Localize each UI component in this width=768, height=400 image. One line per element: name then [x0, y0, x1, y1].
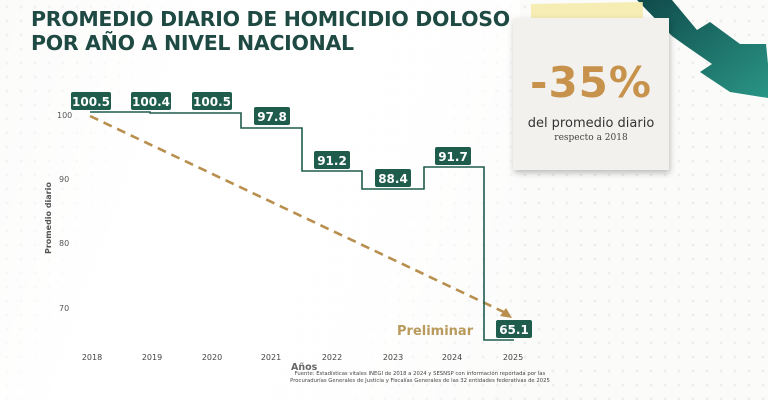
value-label-2024: 91.7: [435, 147, 471, 165]
svg-text:65.1: 65.1: [499, 323, 529, 337]
x-tick-2018: 2018: [82, 353, 102, 362]
y-axis-label: Promedio diario: [44, 182, 53, 254]
value-label-2022: 91.2: [314, 151, 350, 169]
trend-line: [89, 114, 509, 316]
y-tick-80: 80: [59, 239, 69, 248]
trend-arrowhead-icon: [500, 308, 512, 318]
svg-text:91.7: 91.7: [438, 150, 468, 164]
y-tick-100: 100: [57, 111, 72, 120]
x-tick-2024: 2024: [442, 353, 462, 362]
svg-text:88.4: 88.4: [378, 172, 408, 186]
chart-title-line-1: PROMEDIO DIARIO DE HOMICIDIO DOLOSO: [31, 7, 510, 31]
chart-title-line-2: POR AÑO A NIVEL NACIONAL: [31, 31, 354, 55]
x-tick-2020: 2020: [202, 353, 222, 362]
svg-text:100.4: 100.4: [132, 95, 170, 109]
value-label-2025: 65.1: [496, 320, 532, 338]
callout-percentage: -35%: [530, 58, 652, 107]
value-label-2020: 100.5: [192, 92, 232, 110]
y-tick-70: 70: [59, 304, 69, 313]
y-tick-90: 90: [59, 175, 69, 184]
callout-card: [513, 18, 669, 170]
x-tick-2021: 2021: [261, 353, 281, 362]
chart-title: PROMEDIO DIARIO DE HOMICIDIO DOLOSO POR …: [31, 7, 510, 55]
value-label-2019: 100.4: [131, 92, 171, 110]
x-axis-label: Años: [291, 362, 318, 373]
source-line-2: Procuradurías Generales de Justicia y Fi…: [290, 378, 550, 384]
x-tick-2022: 2022: [322, 353, 342, 362]
callout-label: del promedio diario: [527, 116, 655, 131]
value-label-2021: 97.8: [254, 107, 290, 125]
x-tick-2023: 2023: [383, 353, 403, 362]
value-label-2018: 100.5: [71, 92, 111, 110]
background-fade: [0, 0, 520, 400]
x-tick-2019: 2019: [142, 353, 162, 362]
x-tick-2025: 2025: [503, 353, 523, 362]
svg-text:100.5: 100.5: [72, 95, 110, 109]
source-note: Fuente: Estadísticas vitales INEGI de 20…: [270, 371, 570, 385]
svg-text:91.2: 91.2: [317, 154, 347, 168]
preliminar-annotation: Preliminar: [397, 324, 474, 339]
step-series-line: [90, 111, 514, 341]
svg-text:97.8: 97.8: [257, 110, 287, 124]
value-label-2023: 88.4: [375, 169, 411, 187]
source-line-1: Fuente: Estadísticas vitales INEGI de 20…: [294, 371, 546, 377]
callout-sublabel: respecto a 2018: [554, 133, 628, 143]
svg-text:100.5: 100.5: [193, 95, 231, 109]
